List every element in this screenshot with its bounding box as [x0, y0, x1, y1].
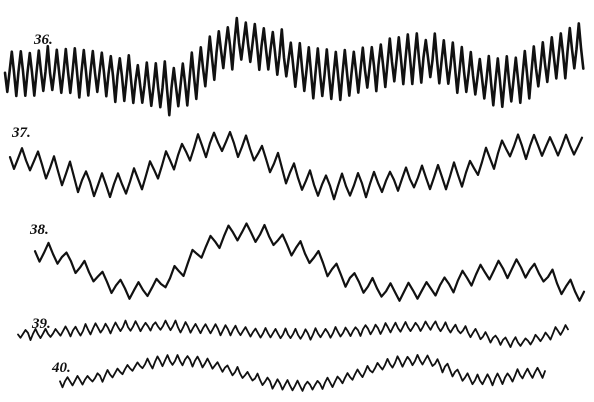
trace-label: 39. — [31, 316, 51, 332]
trace-label: 37. — [11, 125, 31, 141]
trace-label: 40. — [51, 360, 71, 376]
trace-label: 36. — [33, 32, 53, 48]
trace-label: 38. — [29, 222, 49, 238]
figure: 36. 37. 38. 39. 40. — [0, 0, 594, 402]
